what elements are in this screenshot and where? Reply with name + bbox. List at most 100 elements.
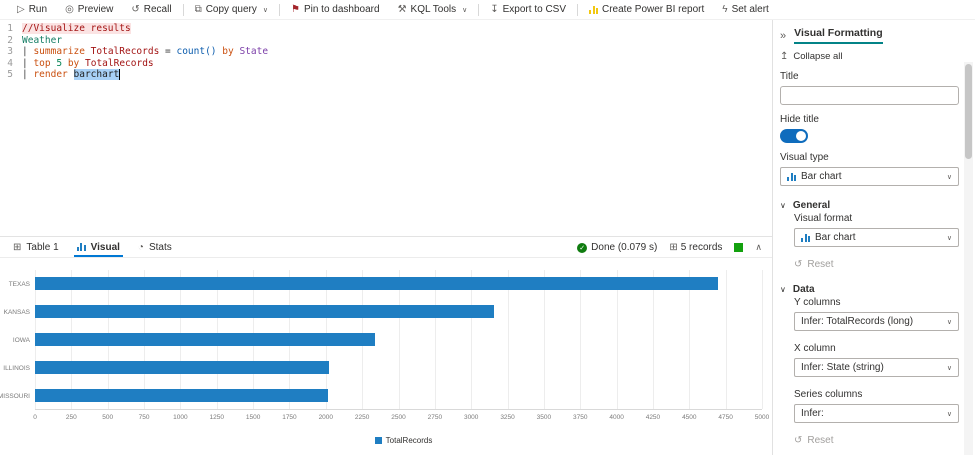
section-data: ∨ Data Y columns Infer: TotalRecords (lo… xyxy=(780,284,959,446)
undo-icon: ↺ xyxy=(794,435,803,446)
gridline xyxy=(398,270,400,409)
x-tick-label: 4750 xyxy=(718,414,733,421)
collapse-panel-icon[interactable]: » xyxy=(780,29,787,42)
code-line[interactable]: 1 //Visualize results xyxy=(0,23,772,35)
category-label: ILLINOIS xyxy=(3,364,30,372)
x-tick-label: 4500 xyxy=(682,414,697,421)
visual-format-dropdown[interactable]: Bar chart ∨ xyxy=(794,228,959,247)
copy-query-label: Copy query xyxy=(205,4,257,15)
gridline xyxy=(507,270,509,409)
chevron-down-icon[interactable]: ∨ xyxy=(780,285,786,294)
bar-chart-icon xyxy=(801,233,810,242)
line-number: 4 xyxy=(7,57,13,69)
tab-stats[interactable]: ◔ Stats xyxy=(129,237,181,257)
toolbar-divider xyxy=(577,3,578,16)
record-count: ⊞ 5 records xyxy=(669,241,723,253)
recall-button[interactable]: ↺ Recall xyxy=(122,0,180,20)
code-line[interactable]: 2 Weather xyxy=(0,35,772,47)
code-text: //Visualize results xyxy=(22,23,131,34)
code-text: Weather xyxy=(22,34,63,46)
gridline xyxy=(689,270,691,409)
bar-kansas[interactable] xyxy=(35,305,495,318)
chevron-down-icon[interactable]: ∨ xyxy=(780,201,786,210)
bar-iowa[interactable] xyxy=(35,333,376,346)
results-tabbar: ⊞ Table 1 Visual ◔ Stats ✓ Done (0.079 s) ⊞ 5 … xyxy=(0,236,772,258)
toolbar-divider xyxy=(278,3,280,16)
legend-label: TotalRecords xyxy=(385,436,433,445)
recall-label: Recall xyxy=(143,4,172,15)
bar-chart: TEXAS KANSAS IOWA ILLINOIS MISSOURI 0 250 500 7… xyxy=(0,258,772,455)
kql-tools-button[interactable]: ⚒ KQL Tools ∨ xyxy=(389,0,477,20)
copy-query-button[interactable]: ⧉ Copy query ∨ xyxy=(186,0,277,20)
panel-scrollbar[interactable] xyxy=(964,62,973,455)
collapse-all-button[interactable]: ↥ Collapse all xyxy=(780,51,843,62)
section-general: ∨ General Visual format Bar chart ∨ ↺ Re… xyxy=(780,200,959,270)
code-line[interactable]: 5 | render barchart xyxy=(0,69,772,81)
chevron-down-icon: ∨ xyxy=(946,173,952,181)
visual-format-label: Visual format xyxy=(794,213,853,224)
tab-table-1[interactable]: ⊞ Table 1 xyxy=(4,237,68,257)
pin-to-dashboard-button[interactable]: ⚑ Pin to dashboard xyxy=(282,0,389,20)
title-field-label: Title xyxy=(780,71,799,82)
run-button[interactable]: ▷ Run xyxy=(8,0,56,20)
preview-button[interactable]: ◎ Preview xyxy=(56,0,122,20)
x-tick-label: 1500 xyxy=(245,414,261,421)
eye-icon: ◎ xyxy=(65,3,74,15)
category-label: KANSAS xyxy=(3,308,30,316)
x-tick-label: 250 xyxy=(65,414,77,421)
x-tick-label: 750 xyxy=(138,414,150,421)
hide-title-toggle[interactable] xyxy=(780,129,808,143)
create-power-bi-report-button[interactable]: Create Power BI report xyxy=(580,0,713,20)
code-text: | top 5 by TotalRecords xyxy=(22,57,154,69)
code-line[interactable]: 3 | summarize TotalRecords = count() by S… xyxy=(0,46,772,58)
table-icon: ⊞ xyxy=(669,241,678,253)
query-status: ✓ Done (0.079 s) ⊞ 5 records ∧ xyxy=(577,237,772,257)
collapse-all-icon: ↥ xyxy=(780,51,789,62)
query-editor[interactable]: 1 //Visualize results 2 Weather 3 | summarize… xyxy=(0,20,772,236)
visual-type-dropdown[interactable]: Bar chart ∨ xyxy=(780,167,959,186)
x-axis: 0 250 500 750 1000 1250 1500 1750 2000 2250 2500 27… xyxy=(33,410,769,424)
chart-icon xyxy=(76,243,86,251)
x-tick-label: 0 xyxy=(33,414,37,421)
play-icon: ▷ xyxy=(17,3,25,15)
export-to-csv-label: Export to CSV xyxy=(502,4,566,15)
scrollbar-thumb[interactable] xyxy=(965,64,972,159)
x-column-dropdown[interactable]: Infer: State (string) ∨ xyxy=(794,358,959,377)
kql-tools-label: KQL Tools xyxy=(410,4,457,15)
preview-label: Preview xyxy=(77,4,114,15)
general-reset-button[interactable]: ↺ Reset xyxy=(794,259,834,270)
x-tick-label: 1750 xyxy=(282,414,297,421)
recall-icon: ↺ xyxy=(131,3,140,15)
export-to-csv-button[interactable]: ↧ Export to CSV xyxy=(481,0,575,20)
data-heading: Data xyxy=(792,284,815,295)
chevron-down-icon: ∨ xyxy=(946,234,952,242)
y-columns-dropdown[interactable]: Infer: TotalRecords (long) ∨ xyxy=(794,312,959,331)
line-number: 1 xyxy=(7,23,13,34)
pin-icon: ⚑ xyxy=(290,3,300,15)
undo-icon: ↺ xyxy=(794,259,803,270)
x-tick-label: 2750 xyxy=(427,414,443,421)
tab-label: Stats xyxy=(148,241,172,253)
gridline xyxy=(725,270,727,409)
title-input[interactable] xyxy=(780,86,959,105)
code-line[interactable]: 4 | top 5 by TotalRecords xyxy=(0,58,772,70)
data-reset-button[interactable]: ↺ Reset xyxy=(794,435,834,446)
bar-illinois[interactable] xyxy=(35,361,329,374)
series-columns-dropdown[interactable]: Infer: ∨ xyxy=(794,404,959,423)
bar-missouri[interactable] xyxy=(35,389,328,402)
toolbar-divider xyxy=(478,3,480,16)
tab-label: Visual xyxy=(90,241,120,253)
gridline xyxy=(616,270,618,409)
chevron-down-icon: ∨ xyxy=(946,318,952,326)
legend-item[interactable]: TotalRecords xyxy=(374,436,433,445)
text-cursor xyxy=(119,69,121,80)
collapse-results-button[interactable]: ∧ xyxy=(755,241,762,252)
visual-formatting-panel: » Visual Formatting ↥ Collapse all Title… xyxy=(772,20,975,455)
x-tick-label: 4000 xyxy=(609,414,624,421)
gridline xyxy=(762,270,763,409)
set-alert-button[interactable]: ϟ Set alert xyxy=(713,0,778,20)
tab-visual[interactable]: Visual xyxy=(68,237,129,257)
legend-swatch-icon xyxy=(374,437,382,444)
line-number: 5 xyxy=(7,69,13,80)
bar-texas[interactable] xyxy=(35,277,719,290)
